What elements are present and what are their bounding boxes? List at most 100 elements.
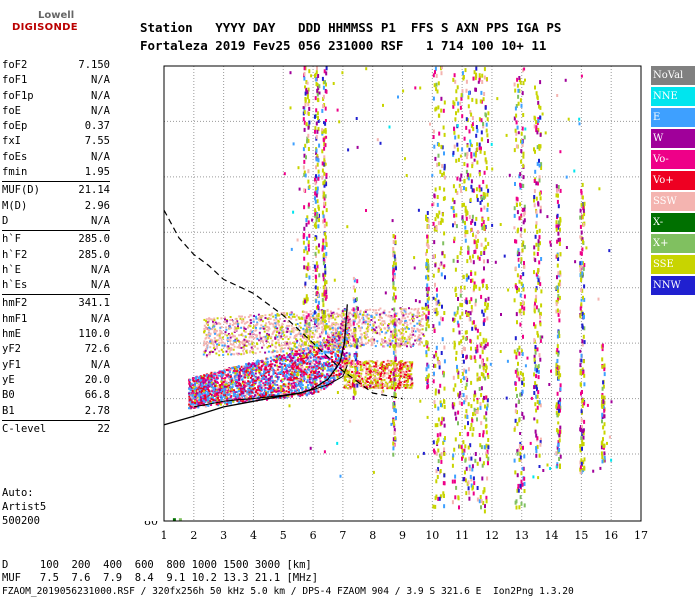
param-value: N/A [91,279,110,292]
param-separator [2,294,110,296]
param-value: 110.0 [78,328,110,341]
density-profile-curve [154,304,348,429]
param-name: foF1 [2,74,28,87]
plot-mask-right [641,66,649,521]
param-value: 22 [97,422,110,435]
param-name: foF2 [2,59,28,71]
param-name: hmE [2,328,21,341]
param-row: fmin 1.95 [2,165,110,180]
legend-item: NNE [651,87,695,106]
param-name: yE [2,373,15,386]
legend-item: W [651,129,695,148]
legend-item: X+ [651,234,695,253]
param-row: foE N/A [2,104,110,119]
auto-label: Auto: [2,487,34,499]
param-value: N/A [91,263,110,276]
y-tick-label: 400 [137,337,158,350]
logo-line-1: Lowell [38,10,75,21]
param-value: 2.96 [84,199,110,212]
legend-item: Vo+ [651,171,695,190]
param-row: foF1 N/A [2,73,110,88]
param-row: foEp 0.37 [2,119,110,134]
param-name: foE [2,104,21,117]
polarization-legend: NoVal NNE E W Vo- Vo+ SSW X- X+ SSE NNW [651,66,695,297]
param-row: B0 66.8 [2,388,110,403]
param-row: foEs N/A [2,150,110,165]
param-row: yE 20.0 [2,373,110,388]
muf-curve [163,209,403,400]
y-tick-label: 600 [137,226,158,239]
header-labels: Station YYYY DAY DDD HHMMSS P1 FFS S AXN… [140,20,562,35]
param-row: foF1p N/A [2,89,110,104]
footer-file-info: FZAOM_2019056231000.RSF / 320fx256h 50 k… [2,586,574,597]
y-tick-label: 300 [137,393,158,406]
x-tick-label: 2 [190,529,197,542]
y-tick-label: 500 [137,282,158,295]
param-value: N/A [91,358,110,371]
param-separator [2,419,110,421]
param-value: 1.95 [84,166,110,179]
x-tick-label: 4 [250,529,257,542]
param-name: D [2,214,9,227]
param-row: hmF1 N/A [2,312,110,327]
logo-line-2: DIGISONDE [12,22,78,33]
param-value: 341.1 [78,297,110,310]
x-tick-label: 10 [425,529,439,542]
param-value: N/A [91,312,110,325]
legend-item: SSE [651,255,695,274]
param-value: 72.6 [84,343,110,356]
x-tick-label: 9 [399,529,406,542]
param-row: B1 2.78 [2,404,110,419]
y-tick-label: 200 [137,448,158,461]
legend-item: X- [651,213,695,232]
x-tick-label: 6 [310,529,317,542]
param-row: hmE 110.0 [2,327,110,342]
param-name: M(D) [2,199,28,212]
y-tick-label: 80 [144,515,158,528]
param-name: h`Es [2,279,28,292]
param-name: hmF1 [2,312,28,325]
legend-item: Vo- [651,150,695,169]
legend-item: NoVal [651,66,695,85]
param-name: hmF2 [2,297,28,310]
param-name: B1 [2,404,15,417]
param-row: MUF(D) 21.14 [2,183,110,198]
param-value: 285.0 [78,233,110,246]
scaled-parameters-panel: foF2 7.150 foF1 N/A foF1p N/A foE N/A foEp 0.37 fx… [2,58,110,437]
legend-item: NNW [651,276,695,295]
param-name: yF1 [2,358,21,371]
param-value: 285.0 [78,248,110,261]
autoscaling-info: Auto: Artist5 500200 [2,486,46,528]
param-name: foEs [2,150,28,163]
param-value: N/A [91,150,110,163]
echo-cloud [172,66,613,522]
lowell-digisonde-logo: Lowell DIGISONDE [8,10,78,36]
param-name: fxI [2,135,21,148]
param-value: 21.14 [78,184,110,197]
x-tick-label: 15 [574,529,588,542]
param-row: hmF2 341.1 [2,296,110,311]
auto-program: Artist5 [2,501,47,513]
param-name: MUF(D) [2,184,40,197]
param-row: h`F2 285.0 [2,248,110,263]
param-row: h`E N/A [2,263,110,278]
param-value: 66.8 [84,389,110,402]
x-tick-label: 11 [455,529,469,542]
x-tick-label: 12 [485,529,499,542]
param-value: N/A [91,89,110,102]
param-value: N/A [91,104,110,117]
param-separator [2,181,110,183]
param-value: N/A [91,214,110,227]
x-tick-label: 3 [220,529,227,542]
param-value: 7.150 [78,59,110,71]
param-row: yF1 N/A [2,358,110,373]
param-row: yF2 72.6 [2,342,110,357]
param-separator [2,230,110,232]
param-name: fmin [2,166,28,179]
x-tick-label: 17 [634,529,648,542]
legend-item: E [651,108,695,127]
footer-muf-row: MUF 7.5 7.6 7.9 8.4 9.1 10.2 13.3 21.1 [… [2,572,319,584]
param-name: foEp [2,120,28,133]
param-name: foF1p [2,89,34,102]
y-tick-label: 700 [137,171,158,184]
